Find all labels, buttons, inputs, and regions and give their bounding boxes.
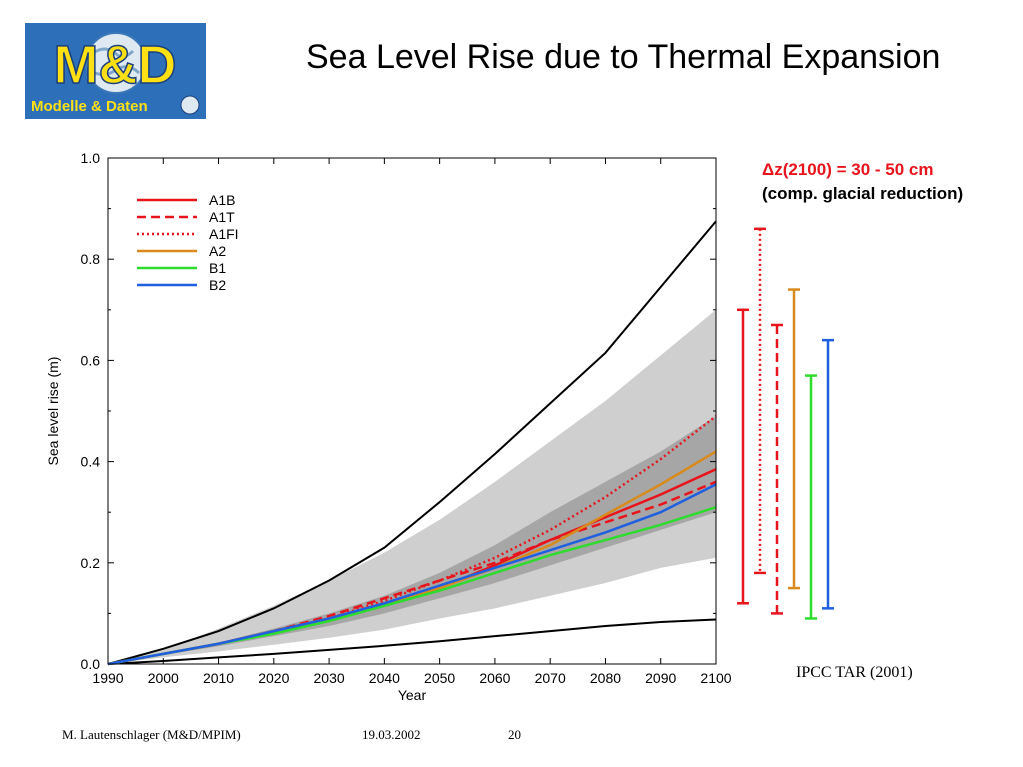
inner-envelope (108, 416, 716, 664)
x-tick-label: 2100 (700, 670, 731, 686)
md-logo: M&D Modelle & Daten (25, 23, 206, 119)
footer-author: M. Lautenschlager (M&D/MPIM) (62, 727, 241, 742)
y-tick-label: 0.4 (81, 454, 101, 470)
footer-page-number: 20 (508, 727, 521, 742)
note-line-delta: Δz(2100) = 30 - 50 cm (762, 160, 934, 179)
bound-lower-line (107, 618, 717, 665)
y-tick-label: 1.0 (81, 150, 101, 166)
legend-label-b2: B2 (209, 277, 226, 293)
legend-label-a2: A2 (209, 243, 226, 259)
footer-date: 19.03.2002 (362, 727, 421, 742)
logo-text-bottom: Modelle & Daten (31, 98, 148, 115)
legend-label-a1fi: A1FI (209, 226, 239, 242)
x-tick-label: 2030 (314, 670, 345, 686)
y-axis-label: Sea level rise (m) (45, 357, 61, 466)
range-bars-group (737, 227, 834, 620)
bound-upper-line (107, 220, 717, 665)
logo-text-top: M&D (54, 35, 177, 95)
x-tick-label: 2050 (424, 670, 455, 686)
note-line-comp: (comp. glacial reduction) (762, 184, 964, 203)
source-citation: IPCC TAR (2001) (796, 664, 913, 681)
x-tick-label: 2040 (369, 670, 400, 686)
legend-label-a1t: A1T (209, 209, 235, 225)
sea-level-note: Δz(2100) = 30 - 50 cm (comp. glacial red… (762, 158, 963, 206)
x-tick-label: 2080 (590, 670, 621, 686)
y-tick-label: 0.0 (81, 656, 101, 672)
small-globe-icon (180, 95, 200, 115)
x-tick-label: 1990 (92, 670, 123, 686)
y-tick-label: 0.2 (81, 555, 101, 571)
outer-envelope (108, 309, 716, 664)
series-line-b2 (107, 483, 717, 666)
x-tick-label: 2070 (535, 670, 566, 686)
y-tick-label: 0.8 (81, 251, 101, 267)
legend-label-b1: B1 (209, 260, 226, 276)
envelope-group (108, 309, 716, 664)
slide-title: Sea Level Rise due to Thermal Expansion (306, 38, 941, 76)
x-tick-label: 2020 (258, 670, 289, 686)
legend-label-a1b: A1B (209, 192, 235, 208)
x-tick-label: 2060 (479, 670, 510, 686)
x-tick-label: 2010 (203, 670, 234, 686)
x-axis-label: Year (398, 687, 427, 703)
x-tick-label: 2000 (148, 670, 179, 686)
series-lines-group (107, 220, 717, 666)
ticks-group: 1990 2000 2010 2020 2030 2040 2050 2060 2070 2080… (81, 150, 732, 686)
x-tick-label: 2090 (645, 670, 676, 686)
y-tick-label: 0.6 (81, 352, 101, 368)
